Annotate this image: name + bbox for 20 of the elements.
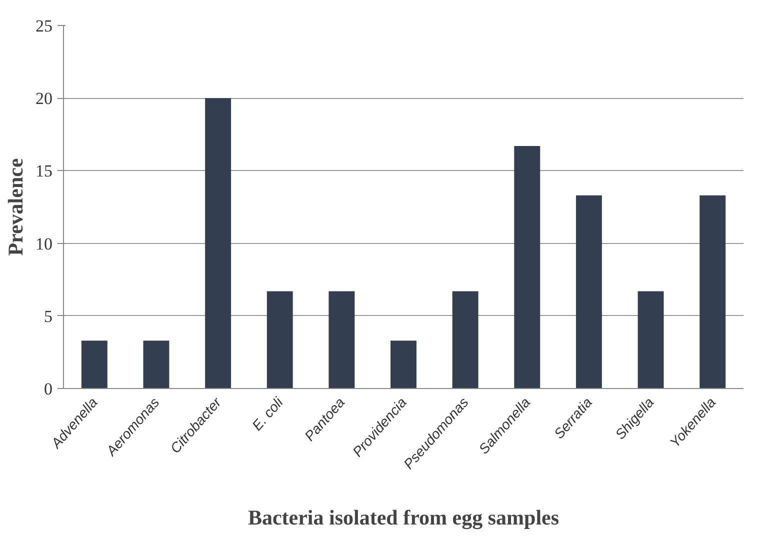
bar [390, 340, 416, 388]
y-tick-label: 25 [36, 16, 52, 36]
bar [576, 195, 602, 388]
bar [452, 291, 478, 388]
bar [638, 291, 664, 388]
x-tick-label: E. coli [248, 394, 286, 434]
y-tick-label: 5 [44, 306, 52, 326]
x-axis-title: Bacteria isolated from egg samples [248, 505, 560, 530]
y-tick-label: 20 [36, 89, 52, 108]
y-tick-label: 10 [36, 234, 52, 254]
bar [205, 98, 232, 388]
bar [143, 340, 170, 388]
bar [81, 340, 108, 388]
bar [328, 291, 355, 388]
y-tick-label: 15 [36, 162, 52, 181]
y-axis-title: Prevalence [4, 158, 28, 256]
bar [514, 146, 540, 388]
y-tick-label: 0 [44, 380, 52, 398]
bar [266, 291, 293, 388]
bar [700, 195, 726, 388]
